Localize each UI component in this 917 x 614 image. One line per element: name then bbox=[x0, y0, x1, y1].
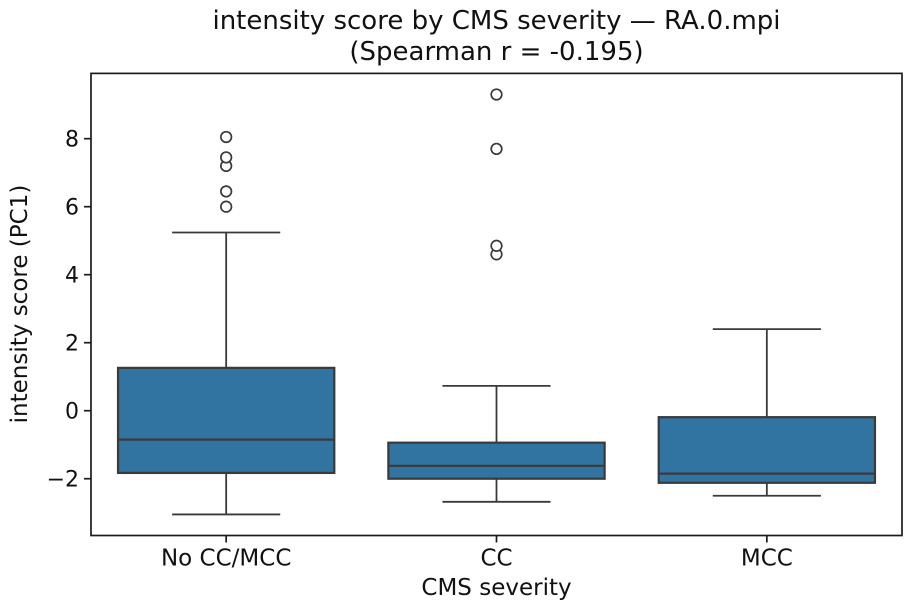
y-tick-label: 4 bbox=[65, 263, 79, 288]
outlier-point bbox=[220, 200, 233, 213]
y-tick-label: 2 bbox=[65, 331, 79, 356]
x-axis-label: CMS severity bbox=[421, 575, 572, 601]
outlier-point bbox=[490, 142, 503, 156]
y-tick-label: 0 bbox=[65, 399, 79, 424]
outlier-point bbox=[220, 151, 233, 164]
outlier-point bbox=[220, 130, 233, 144]
outlier-point bbox=[220, 185, 233, 198]
outlier-point bbox=[490, 239, 503, 252]
chart-title: intensity score by CMS severity — RA.0.m… bbox=[212, 6, 781, 36]
y-tick-label: 8 bbox=[65, 127, 79, 152]
iqr-box bbox=[116, 366, 336, 475]
iqr-box bbox=[387, 441, 606, 480]
y-tick-label: 6 bbox=[65, 195, 79, 220]
chart-subtitle: (Spearman r = -0.195) bbox=[349, 37, 644, 67]
y-tick-label: −2 bbox=[47, 467, 79, 492]
x-tick-label: No CC/MCC bbox=[161, 546, 291, 572]
x-tick-label: CC bbox=[480, 546, 512, 572]
iqr-box bbox=[657, 416, 877, 484]
title-block: intensity score by CMS severity — RA.0.m… bbox=[91, 6, 902, 68]
outlier-point bbox=[490, 88, 503, 101]
x-tick-label: MCC bbox=[741, 546, 793, 572]
